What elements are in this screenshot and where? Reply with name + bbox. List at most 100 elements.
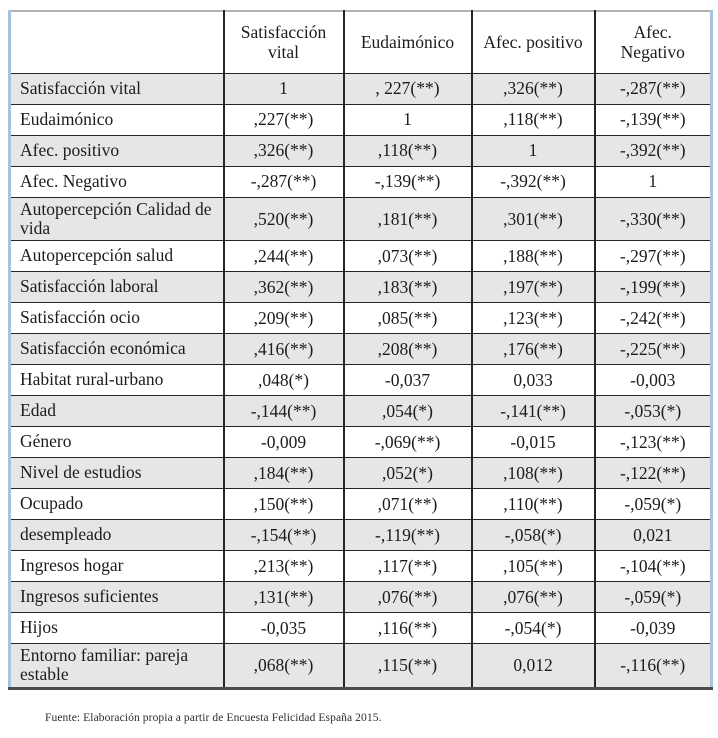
- table-row: desempleado -,154(**) -,119(**) -,058(*) 0,0…: [8, 519, 713, 551]
- cell-value: ,118(**): [470, 103, 596, 136]
- cell-value: ,073(**): [342, 240, 473, 272]
- cell-value: 1: [470, 134, 596, 167]
- cell-value: -,104(**): [593, 550, 713, 582]
- row-label: Satisfacción vital: [8, 72, 225, 105]
- cell-value: ,416(**): [222, 333, 345, 365]
- table-row: Eudaimónico ,227(**) 1,118(**) -,139(**): [8, 103, 713, 136]
- cell-value: ,108(**): [470, 457, 596, 489]
- header-cell-satisfaccion-vital: Satisfacción vital: [222, 10, 345, 74]
- cell-value: ,054(*): [342, 395, 473, 427]
- table-row: Autopercepción salud ,244(**) ,073(**) ,188…: [8, 240, 713, 272]
- cell-value: ,110(**): [470, 488, 596, 520]
- cell-value: -,287(**): [593, 72, 713, 105]
- correlation-table: Satisfacción vital Eudaimónico Afec. pos…: [8, 10, 713, 690]
- header-cell-empty: [8, 10, 225, 74]
- cell-value: -,144(**): [222, 395, 345, 427]
- cell-value: -,059(*): [593, 581, 713, 613]
- cell-value: 0,012: [470, 643, 596, 689]
- cell-value: ,123(**): [470, 302, 596, 334]
- cell-value: -0,009: [222, 426, 345, 458]
- table-row: Entorno familiar: pareja estable ,068(**)…: [8, 643, 713, 689]
- cell-value: -,199(**): [593, 271, 713, 303]
- cell-value: ,117(**): [342, 550, 473, 582]
- row-label: Ocupado: [8, 488, 225, 520]
- cell-value: -,287(**): [222, 165, 345, 198]
- table-row: Afec. Negativo -,287(**) -,139(**) -,392(**…: [8, 165, 713, 198]
- cell-value: -,139(**): [342, 165, 473, 198]
- cell-value: ,052(*): [342, 457, 473, 489]
- cell-value: ,115(**): [342, 643, 473, 689]
- cell-value: -,330(**): [593, 196, 713, 241]
- cell-value: -,225(**): [593, 333, 713, 365]
- table-header: Satisfacción vital Eudaimónico Afec. pos…: [8, 10, 713, 74]
- cell-value: -0,039: [593, 612, 713, 644]
- cell-value: ,048(*): [222, 364, 345, 396]
- cell-value: -,392(**): [593, 134, 713, 167]
- cell-value: -,297(**): [593, 240, 713, 272]
- cell-value: ,150(**): [222, 488, 345, 520]
- row-label: Satisfacción ocio: [8, 302, 225, 334]
- table-row: Autopercepción Calidad de vida ,520(**) ,1…: [8, 196, 713, 241]
- cell-value: ,301(**): [470, 196, 596, 241]
- table-row: Ingresos hogar ,213(**) ,117(**) ,105(**) -,…: [8, 550, 713, 582]
- row-label: Género: [8, 426, 225, 458]
- cell-value: ,181(**): [342, 196, 473, 241]
- cell-value: ,209(**): [222, 302, 345, 334]
- cell-value: ,116(**): [342, 612, 473, 644]
- cell-value: -,059(*): [593, 488, 713, 520]
- table-row: Hijos -0,035,116(**) -,054(*) -0,039: [8, 612, 713, 644]
- cell-value: -,122(**): [593, 457, 713, 489]
- row-label: Hijos: [8, 612, 225, 644]
- cell-value: ,197(**): [470, 271, 596, 303]
- cell-value: ,183(**): [342, 271, 473, 303]
- cell-value: -,053(*): [593, 395, 713, 427]
- cell-value: ,085(**): [342, 302, 473, 334]
- cell-value: ,208(**): [342, 333, 473, 365]
- row-label: Afec. positivo: [8, 134, 225, 167]
- row-label: Satisfacción económica: [8, 333, 225, 365]
- cell-value: ,184(**): [222, 457, 345, 489]
- row-label: Ingresos suficientes: [8, 581, 225, 613]
- header-row: Satisfacción vital Eudaimónico Afec. pos…: [8, 10, 713, 74]
- cell-value: ,213(**): [222, 550, 345, 582]
- cell-value: 1: [342, 103, 473, 136]
- cell-value: ,118(**): [342, 134, 473, 167]
- cell-value: -,139(**): [593, 103, 713, 136]
- header-cell-afec-negativo: Afec. Negativo: [593, 10, 713, 74]
- table-body: Satisfacción vital 1, 227(**) ,326(**) -,28…: [8, 72, 713, 689]
- cell-value: ,105(**): [470, 550, 596, 582]
- cell-value: , 227(**): [342, 72, 473, 105]
- table-row: Afec. positivo ,326(**) ,118(**) 1 -,392(**): [8, 134, 713, 167]
- cell-value: ,326(**): [222, 134, 345, 167]
- row-label: Habitat rural-urbano: [8, 364, 225, 396]
- cell-value: -,069(**): [342, 426, 473, 458]
- source-note: Fuente: Elaboración propia a partir de E…: [45, 712, 382, 724]
- cell-value: -,123(**): [593, 426, 713, 458]
- cell-value: 1: [222, 72, 345, 105]
- table-row: Satisfacción laboral ,362(**) ,183(**) ,197…: [8, 271, 713, 303]
- row-label: Autopercepción salud: [8, 240, 225, 272]
- header-cell-afec-positivo: Afec. positivo: [470, 10, 596, 74]
- row-label: desempleado: [8, 519, 225, 551]
- row-label: Satisfacción laboral: [8, 271, 225, 303]
- cell-value: ,244(**): [222, 240, 345, 272]
- cell-value: ,188(**): [470, 240, 596, 272]
- cell-value: 1: [593, 165, 713, 198]
- cell-value: 0,033: [470, 364, 596, 396]
- row-label: Nivel de estudios: [8, 457, 225, 489]
- row-label: Edad: [8, 395, 225, 427]
- row-label: Entorno familiar: pareja estable: [8, 643, 225, 689]
- cell-value: -,154(**): [222, 519, 345, 551]
- cell-value: -,119(**): [342, 519, 473, 551]
- cell-value: ,076(**): [470, 581, 596, 613]
- cell-value: ,071(**): [342, 488, 473, 520]
- table-row: Ocupado ,150(**) ,071(**) ,110(**) -,059(*): [8, 488, 713, 520]
- table-row: Habitat rural-urbano ,048(*) -0,037 0,033 -0…: [8, 364, 713, 396]
- cell-value: ,227(**): [222, 103, 345, 136]
- header-cell-eudaimonico: Eudaimónico: [342, 10, 473, 74]
- cell-value: -0,003: [593, 364, 713, 396]
- cell-value: -,242(**): [593, 302, 713, 334]
- cell-value: ,131(**): [222, 581, 345, 613]
- cell-value: -,116(**): [593, 643, 713, 689]
- table-row: Ingresos suficientes ,131(**) ,076(**) ,076…: [8, 581, 713, 613]
